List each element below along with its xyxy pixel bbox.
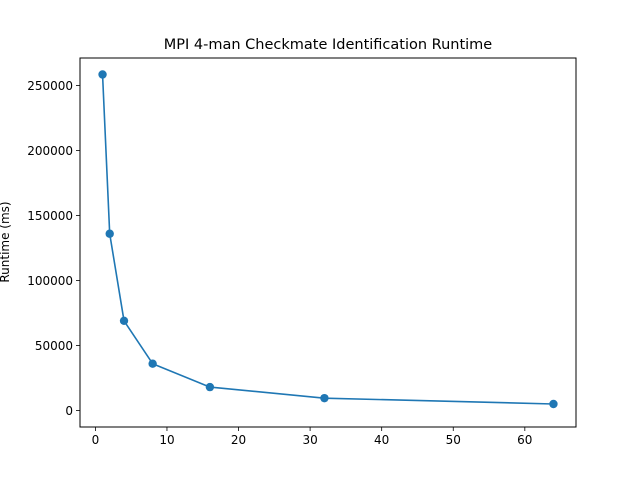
x-tick-label-0: 0 — [92, 433, 100, 447]
data-point-0-6 — [549, 399, 558, 409]
data-point-0-0 — [98, 70, 107, 79]
x-tick-label-2: 20 — [231, 433, 246, 447]
axes-frame — [79, 57, 577, 428]
data-point-0-3 — [148, 359, 157, 368]
data-point-0-1 — [105, 229, 114, 238]
y-tick-label-2: 100000 — [27, 274, 73, 288]
y-tick-label-5: 250000 — [27, 79, 73, 93]
y-axis-label: Runtime (ms) — [0, 201, 12, 282]
y-tick-label-3: 150000 — [27, 209, 73, 223]
x-tick-label-3: 30 — [302, 433, 317, 447]
x-tick-label-4: 40 — [374, 433, 389, 447]
x-tick-label-6: 60 — [517, 433, 532, 447]
data-point-0-4 — [205, 382, 215, 392]
y-tick-label-1: 50000 — [35, 339, 73, 353]
y-tick-label-4: 200000 — [27, 144, 73, 158]
chart-title: MPI 4-man Checkmate Identification Runti… — [164, 37, 493, 53]
data-point-0-2 — [119, 316, 129, 326]
x-tick-label-1: 10 — [159, 433, 174, 447]
x-tick-label-5: 50 — [446, 433, 461, 447]
y-tick-label-0: 0 — [65, 404, 73, 418]
data-point-0-5 — [320, 393, 329, 403]
plot-area: 0 10 20 30 40 50 60 0 50000 100000 150000 200000 250… — [27, 70, 558, 447]
